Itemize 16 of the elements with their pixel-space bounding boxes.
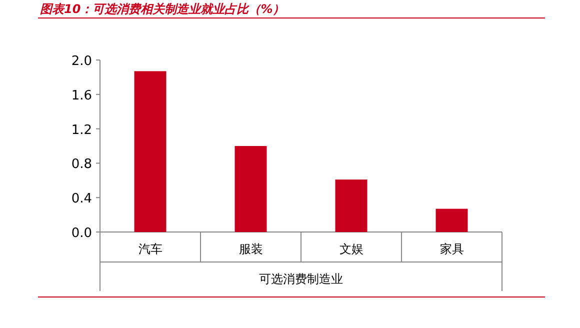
bar <box>436 208 468 232</box>
y-tick-label: 0.4 <box>71 192 92 207</box>
y-tick-label: 0.8 <box>71 157 92 172</box>
bar <box>134 71 166 232</box>
y-tick-label: 1.6 <box>71 88 92 104</box>
x-tick-label: 家具 <box>440 242 464 256</box>
y-tick-label: 2.0 <box>71 54 92 69</box>
y-tick-label: 0.0 <box>71 226 92 241</box>
y-tick-label: 1.2 <box>71 122 92 138</box>
chart-title: 图表10：可选消费相关制造业就业占比（%） <box>40 2 285 16</box>
x-axis-title: 可选消费制造业 <box>259 272 343 286</box>
bar <box>234 146 267 232</box>
x-tick-label: 文娱 <box>339 242 364 256</box>
bar <box>335 180 368 232</box>
x-tick-label: 汽车 <box>138 242 162 256</box>
x-tick-label: 服装 <box>238 242 263 256</box>
